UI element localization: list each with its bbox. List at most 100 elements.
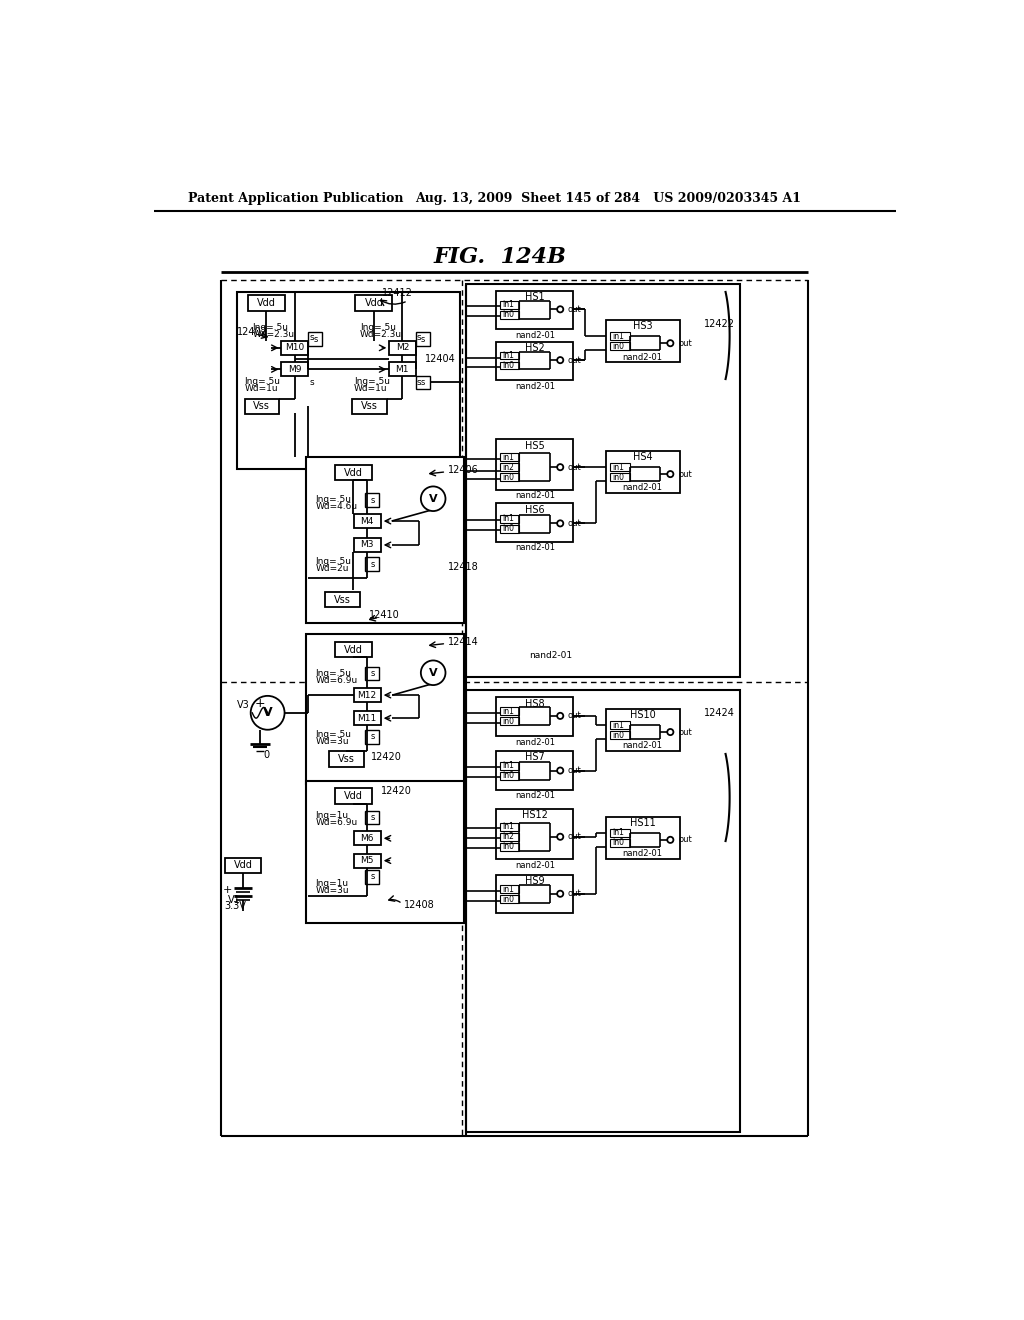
Text: nand2-01: nand2-01: [623, 352, 663, 362]
Bar: [248, 296, 285, 312]
Text: s: s: [417, 378, 422, 387]
Text: in1: in1: [503, 706, 514, 715]
Text: out: out: [678, 470, 692, 479]
Bar: [500, 312, 519, 318]
Text: in0: in0: [503, 362, 514, 370]
Bar: [500, 708, 519, 715]
Text: in0: in0: [503, 842, 514, 851]
Text: Patent Application Publication: Patent Application Publication: [188, 191, 403, 205]
Text: HS10: HS10: [630, 710, 655, 721]
Bar: [500, 772, 519, 780]
Text: V: V: [429, 494, 437, 504]
Text: FIG.  124B: FIG. 124B: [434, 246, 566, 268]
Bar: [237, 292, 460, 469]
Text: in1: in1: [503, 822, 514, 832]
Text: HS3: HS3: [633, 321, 652, 331]
Bar: [366, 667, 379, 681]
Text: 3.3V: 3.3V: [224, 902, 247, 911]
Bar: [466, 689, 739, 1133]
Circle shape: [557, 891, 563, 896]
Text: Vdd: Vdd: [233, 861, 253, 870]
Text: Ing=.5u: Ing=.5u: [354, 378, 390, 387]
Text: 12406: 12406: [447, 465, 478, 475]
Text: Wd=2.3u: Wd=2.3u: [360, 330, 402, 339]
Bar: [354, 854, 381, 867]
Text: in0: in0: [503, 717, 514, 726]
Text: out: out: [568, 355, 582, 364]
Text: s: s: [421, 335, 425, 343]
Bar: [500, 843, 519, 850]
Bar: [610, 333, 630, 341]
Bar: [497, 342, 573, 380]
Bar: [366, 494, 379, 507]
Text: 12402: 12402: [237, 326, 267, 337]
Bar: [355, 296, 392, 312]
Bar: [354, 711, 381, 725]
Bar: [366, 870, 379, 884]
Text: Ing=.5u: Ing=.5u: [315, 495, 351, 504]
Text: in0: in0: [612, 473, 625, 482]
Text: Wd=3u: Wd=3u: [315, 737, 349, 746]
Circle shape: [557, 767, 563, 774]
Text: in0: in0: [612, 838, 625, 847]
Bar: [500, 463, 519, 471]
Bar: [308, 333, 323, 346]
Text: M10: M10: [285, 343, 304, 352]
Circle shape: [421, 486, 445, 511]
Bar: [610, 721, 630, 729]
Text: in1: in1: [503, 884, 514, 894]
Text: s: s: [370, 873, 375, 882]
Text: Wd=6.9u: Wd=6.9u: [315, 676, 357, 685]
Text: Aug. 13, 2009  Sheet 145 of 284   US 2009/0203345 A1: Aug. 13, 2009 Sheet 145 of 284 US 2009/0…: [415, 191, 801, 205]
Circle shape: [668, 729, 674, 735]
Text: V3: V3: [238, 700, 250, 710]
Text: Vss: Vss: [360, 401, 378, 412]
Bar: [306, 635, 464, 784]
Text: M9: M9: [288, 364, 301, 374]
Text: HS9: HS9: [525, 875, 545, 886]
Text: M12: M12: [357, 690, 377, 700]
Text: HS2: HS2: [525, 343, 545, 352]
Text: s: s: [313, 335, 317, 343]
Bar: [500, 453, 519, 461]
Text: HS7: HS7: [525, 752, 545, 763]
Text: s: s: [309, 333, 313, 342]
Text: Wd=4.6u: Wd=4.6u: [315, 502, 357, 511]
Circle shape: [668, 837, 674, 843]
Text: nand2-01: nand2-01: [515, 792, 555, 800]
Circle shape: [557, 713, 563, 719]
Text: nand2-01: nand2-01: [528, 651, 571, 660]
Text: nand2-01: nand2-01: [623, 742, 663, 750]
Text: M3: M3: [360, 540, 374, 549]
Bar: [606, 451, 680, 494]
Bar: [606, 321, 680, 363]
Text: nand2-01: nand2-01: [623, 483, 663, 492]
Text: nand2-01: nand2-01: [623, 849, 663, 858]
Text: in1: in1: [503, 515, 514, 523]
Text: Vss: Vss: [253, 401, 270, 412]
Text: M4: M4: [360, 516, 374, 525]
Text: Ing=.5u: Ing=.5u: [245, 378, 281, 387]
Text: s: s: [370, 560, 375, 569]
Bar: [500, 301, 519, 309]
Bar: [610, 342, 630, 350]
Bar: [500, 718, 519, 725]
Text: nand2-01: nand2-01: [515, 543, 555, 552]
Bar: [366, 810, 379, 825]
Text: in0: in0: [503, 524, 514, 533]
Bar: [500, 886, 519, 892]
Circle shape: [668, 341, 674, 346]
Text: Wd=6.9u: Wd=6.9u: [315, 817, 357, 826]
Text: V: V: [263, 706, 272, 719]
Text: out: out: [568, 463, 582, 471]
Bar: [606, 817, 680, 859]
Bar: [389, 363, 416, 376]
Text: M1: M1: [395, 364, 410, 374]
Text: 12410: 12410: [370, 610, 400, 620]
Bar: [497, 503, 573, 543]
Text: out: out: [568, 766, 582, 775]
Bar: [500, 822, 519, 830]
Text: out: out: [678, 836, 692, 845]
Text: s: s: [370, 669, 375, 678]
Text: Ing=1u: Ing=1u: [315, 879, 348, 888]
